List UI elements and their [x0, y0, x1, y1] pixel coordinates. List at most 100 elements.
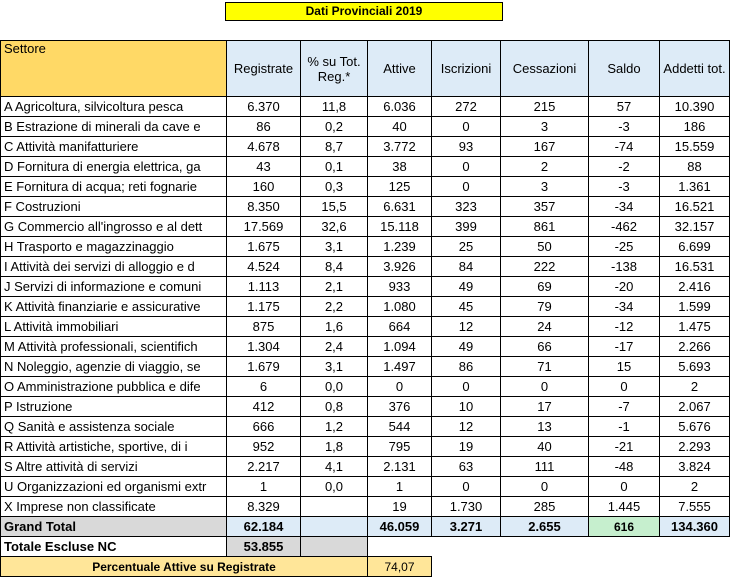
cell-iscrizioni[interactable]: 25: [431, 236, 501, 257]
totale-escluse-label[interactable]: Totale Escluse NC: [0, 536, 227, 557]
cell-saldo[interactable]: 57: [588, 96, 660, 117]
grand-total-label[interactable]: Grand Total: [0, 516, 227, 537]
cell-saldo[interactable]: -48: [588, 456, 660, 477]
cell-cessazioni[interactable]: 861: [500, 216, 589, 237]
cell-iscrizioni[interactable]: 0: [431, 376, 501, 397]
cell-registrate[interactable]: 952: [226, 436, 301, 457]
cell-iscrizioni[interactable]: 84: [431, 256, 501, 277]
cell-cessazioni[interactable]: 0: [500, 376, 589, 397]
cell-perc-reg[interactable]: 0,3: [300, 176, 368, 197]
cell-cessazioni[interactable]: 66: [500, 336, 589, 357]
cell-attive[interactable]: 125: [367, 176, 432, 197]
cell-addetti[interactable]: 1.361: [659, 176, 730, 197]
cell-settore[interactable]: E Fornitura di acqua; reti fognarie: [0, 176, 227, 197]
cell-perc-reg[interactable]: 3,1: [300, 356, 368, 377]
cell-settore[interactable]: P Istruzione: [0, 396, 227, 417]
cell-iscrizioni[interactable]: 49: [431, 276, 501, 297]
percentuale-label[interactable]: Percentuale Attive su Registrate: [0, 556, 368, 577]
cell-perc-reg[interactable]: 8,4: [300, 256, 368, 277]
cell-attive[interactable]: 933: [367, 276, 432, 297]
cell-registrate[interactable]: 1.304: [226, 336, 301, 357]
cell-iscrizioni[interactable]: 86: [431, 356, 501, 377]
cell-iscrizioni[interactable]: 0: [431, 116, 501, 137]
cell-cessazioni[interactable]: 2: [500, 156, 589, 177]
totale-escluse-value[interactable]: 53.855: [226, 536, 301, 557]
cell-registrate[interactable]: 875: [226, 316, 301, 337]
cell-perc-reg[interactable]: 0,2: [300, 116, 368, 137]
cell-addetti[interactable]: 2: [659, 476, 730, 497]
cell-iscrizioni[interactable]: 0: [431, 156, 501, 177]
cell-cessazioni[interactable]: 69: [500, 276, 589, 297]
cell-settore[interactable]: G Commercio all'ingrosso e al dett: [0, 216, 227, 237]
cell-addetti[interactable]: 5.676: [659, 416, 730, 437]
cell-registrate[interactable]: 1: [226, 476, 301, 497]
cell-saldo[interactable]: -3: [588, 116, 660, 137]
cell-addetti[interactable]: 2.293: [659, 436, 730, 457]
cell-attive[interactable]: 15.118: [367, 216, 432, 237]
header-attive[interactable]: Attive: [367, 40, 432, 97]
cell-saldo[interactable]: -138: [588, 256, 660, 277]
cell-attive[interactable]: 1.239: [367, 236, 432, 257]
cell-saldo[interactable]: 0: [588, 476, 660, 497]
cell-cessazioni[interactable]: 50: [500, 236, 589, 257]
cell-perc-reg[interactable]: 3,1: [300, 236, 368, 257]
cell-settore[interactable]: K Attività finanziarie e assicurative: [0, 296, 227, 317]
cell-cessazioni[interactable]: 40: [500, 436, 589, 457]
cell-saldo[interactable]: -34: [588, 296, 660, 317]
cell-registrate[interactable]: 412: [226, 396, 301, 417]
header-cessazioni[interactable]: Cessazioni: [500, 40, 589, 97]
cell-saldo[interactable]: 0: [588, 376, 660, 397]
grand-total-cessazioni[interactable]: 2.655: [500, 516, 589, 537]
cell-iscrizioni[interactable]: 399: [431, 216, 501, 237]
cell-registrate[interactable]: 6: [226, 376, 301, 397]
cell-iscrizioni[interactable]: 1.730: [431, 496, 501, 517]
cell-attive[interactable]: 376: [367, 396, 432, 417]
cell-attive[interactable]: 3.926: [367, 256, 432, 277]
cell-settore[interactable]: S Altre attività di servizi: [0, 456, 227, 477]
cell-addetti[interactable]: 1.599: [659, 296, 730, 317]
cell-iscrizioni[interactable]: 12: [431, 316, 501, 337]
cell-saldo[interactable]: -21: [588, 436, 660, 457]
totale-escluse-blank[interactable]: [300, 536, 368, 557]
header-registrate[interactable]: Registrate: [226, 40, 301, 97]
cell-settore[interactable]: R Attività artistiche, sportive, di i: [0, 436, 227, 457]
cell-perc-reg[interactable]: 1,2: [300, 416, 368, 437]
cell-iscrizioni[interactable]: 49: [431, 336, 501, 357]
cell-addetti[interactable]: 32.157: [659, 216, 730, 237]
cell-settore[interactable]: I Attività dei servizi di alloggio e d: [0, 256, 227, 277]
cell-addetti[interactable]: 1.475: [659, 316, 730, 337]
cell-saldo[interactable]: -462: [588, 216, 660, 237]
cell-perc-reg[interactable]: 0,0: [300, 376, 368, 397]
header-saldo[interactable]: Saldo: [588, 40, 660, 97]
cell-perc-reg[interactable]: 2,2: [300, 296, 368, 317]
grand-total-iscrizioni[interactable]: 3.271: [431, 516, 501, 537]
cell-settore[interactable]: A Agricoltura, silvicoltura pesca: [0, 96, 227, 117]
cell-cessazioni[interactable]: 285: [500, 496, 589, 517]
cell-addetti[interactable]: 88: [659, 156, 730, 177]
cell-attive[interactable]: 0: [367, 376, 432, 397]
cell-iscrizioni[interactable]: 63: [431, 456, 501, 477]
grand-total-saldo[interactable]: 616: [588, 516, 660, 537]
cell-saldo[interactable]: -34: [588, 196, 660, 217]
cell-settore[interactable]: L Attività immobiliari: [0, 316, 227, 337]
cell-registrate[interactable]: 1.113: [226, 276, 301, 297]
cell-iscrizioni[interactable]: 45: [431, 296, 501, 317]
cell-cessazioni[interactable]: 215: [500, 96, 589, 117]
cell-addetti[interactable]: 6.699: [659, 236, 730, 257]
cell-addetti[interactable]: 3.824: [659, 456, 730, 477]
cell-registrate[interactable]: 1.675: [226, 236, 301, 257]
cell-perc-reg[interactable]: 11,8: [300, 96, 368, 117]
cell-attive[interactable]: 19: [367, 496, 432, 517]
cell-perc-reg[interactable]: [300, 496, 368, 517]
cell-addetti[interactable]: 16.521: [659, 196, 730, 217]
cell-cessazioni[interactable]: 71: [500, 356, 589, 377]
cell-saldo[interactable]: -3: [588, 176, 660, 197]
cell-iscrizioni[interactable]: 0: [431, 476, 501, 497]
cell-perc-reg[interactable]: 8,7: [300, 136, 368, 157]
header-addetti[interactable]: Addetti tot.: [659, 40, 730, 97]
cell-attive[interactable]: 1.094: [367, 336, 432, 357]
cell-registrate[interactable]: 4.678: [226, 136, 301, 157]
header-settore[interactable]: Settore: [0, 40, 227, 97]
cell-perc-reg[interactable]: 2,4: [300, 336, 368, 357]
cell-cessazioni[interactable]: 167: [500, 136, 589, 157]
